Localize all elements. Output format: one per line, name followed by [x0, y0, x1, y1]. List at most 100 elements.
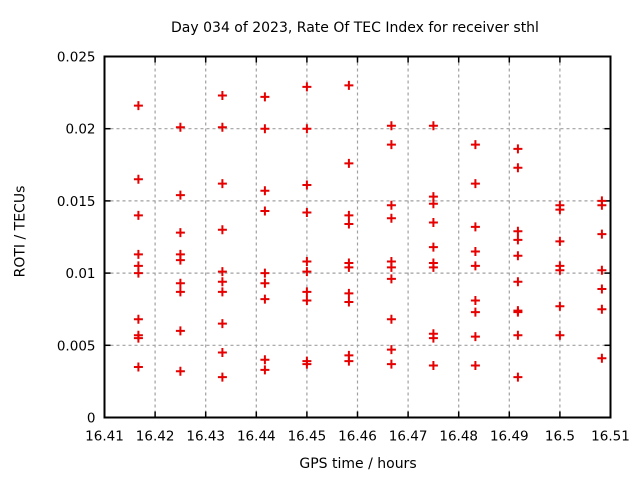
data-point-marker: [597, 229, 607, 239]
data-point-marker: [302, 296, 312, 306]
data-point-marker: [302, 267, 312, 277]
data-point-marker: [260, 124, 270, 134]
data-point-marker: [302, 207, 312, 217]
data-point-marker: [513, 163, 523, 173]
plot-frame: [103, 55, 612, 419]
data-point-marker: [260, 355, 270, 365]
data-point-marker: [260, 268, 270, 278]
data-point-marker: [513, 235, 523, 245]
data-point-marker: [386, 359, 396, 369]
data-point-marker: [217, 277, 227, 287]
data-point-marker: [260, 186, 270, 196]
data-point-marker: [597, 284, 607, 294]
data-point-marker: [344, 80, 354, 90]
x-tick-label: 16.44: [237, 429, 276, 445]
data-point-marker: [260, 365, 270, 375]
data-point-marker: [133, 268, 143, 278]
data-point-marker: [597, 200, 607, 210]
data-point-marker: [597, 265, 607, 275]
data-point-marker: [133, 210, 143, 220]
data-point-marker: [344, 262, 354, 272]
x-tick-label: 16.46: [338, 429, 377, 445]
data-point-marker: [386, 200, 396, 210]
x-tick-label: 16.5: [545, 429, 575, 445]
data-point-marker: [217, 225, 227, 235]
data-point-marker: [133, 174, 143, 184]
data-point-marker: [344, 210, 354, 220]
y-tick-label: 0.025: [57, 50, 96, 66]
data-point-marker: [175, 122, 185, 132]
data-point-marker: [386, 121, 396, 131]
data-point-marker: [302, 287, 312, 297]
data-point-marker: [260, 278, 270, 288]
data-point-marker: [428, 262, 438, 272]
data-point-marker: [217, 90, 227, 100]
data-point-marker: [428, 361, 438, 371]
x-tick-label: 16.47: [389, 429, 428, 445]
data-point-marker: [217, 348, 227, 358]
data-point-marker: [513, 307, 523, 317]
data-point-marker: [386, 213, 396, 223]
data-point-marker: [344, 288, 354, 298]
data-point-marker: [513, 226, 523, 236]
data-point-marker: [513, 330, 523, 340]
data-point-marker: [344, 219, 354, 229]
data-point-marker: [428, 218, 438, 228]
y-tick-label: 0.015: [57, 194, 96, 210]
data-point-marker: [513, 251, 523, 261]
data-point-marker: [470, 222, 480, 232]
data-point-marker: [133, 362, 143, 372]
data-point-marker: [344, 158, 354, 168]
data-point-marker: [217, 372, 227, 382]
data-point-marker: [513, 277, 523, 287]
data-point-marker: [260, 92, 270, 102]
data-point-marker: [555, 301, 565, 311]
data-point-marker: [428, 333, 438, 343]
data-point-marker: [217, 179, 227, 189]
data-point-marker: [428, 242, 438, 252]
data-point-marker: [217, 267, 227, 277]
data-point-marker: [555, 330, 565, 340]
y-tick-label: 0.01: [65, 266, 95, 282]
data-point-marker: [597, 353, 607, 363]
data-point-marker: [470, 296, 480, 306]
data-point-marker: [470, 361, 480, 371]
data-point-marker: [175, 366, 185, 376]
data-point-marker: [133, 101, 143, 111]
data-point-marker: [344, 356, 354, 366]
data-point-marker: [175, 228, 185, 238]
data-point-marker: [133, 249, 143, 259]
data-point-marker: [175, 190, 185, 200]
data-point-marker: [513, 372, 523, 382]
data-point-marker: [175, 287, 185, 297]
data-point-marker: [470, 307, 480, 317]
y-tick-label: 0.02: [65, 122, 95, 138]
x-tick-label: 16.45: [288, 429, 327, 445]
data-point-marker: [386, 140, 396, 150]
data-point-marker: [470, 179, 480, 189]
x-tick-label: 16.51: [591, 429, 630, 445]
data-point-marker: [175, 255, 185, 265]
data-point-marker: [555, 205, 565, 215]
x-tick-label: 16.42: [136, 429, 175, 445]
data-point-marker: [302, 82, 312, 92]
data-point-marker: [470, 140, 480, 150]
data-point-marker: [302, 359, 312, 369]
data-point-marker: [386, 274, 396, 284]
data-point-marker: [386, 345, 396, 355]
data-point-marker: [597, 304, 607, 314]
x-tick-label: 16.41: [85, 429, 124, 445]
y-axis-label: ROTI / TECUs: [12, 185, 29, 278]
data-point-marker: [555, 265, 565, 275]
data-point-marker: [513, 144, 523, 154]
x-tick-label: 16.49: [490, 429, 529, 445]
y-tick-label: 0.005: [57, 338, 96, 354]
data-point-marker: [470, 332, 480, 342]
data-point-marker: [217, 319, 227, 329]
data-point-marker: [217, 287, 227, 297]
y-tick-label: 0: [87, 411, 96, 427]
data-point-marker: [386, 262, 396, 272]
x-axis-label: GPS time / hours: [299, 456, 417, 472]
data-point-marker: [302, 257, 312, 267]
